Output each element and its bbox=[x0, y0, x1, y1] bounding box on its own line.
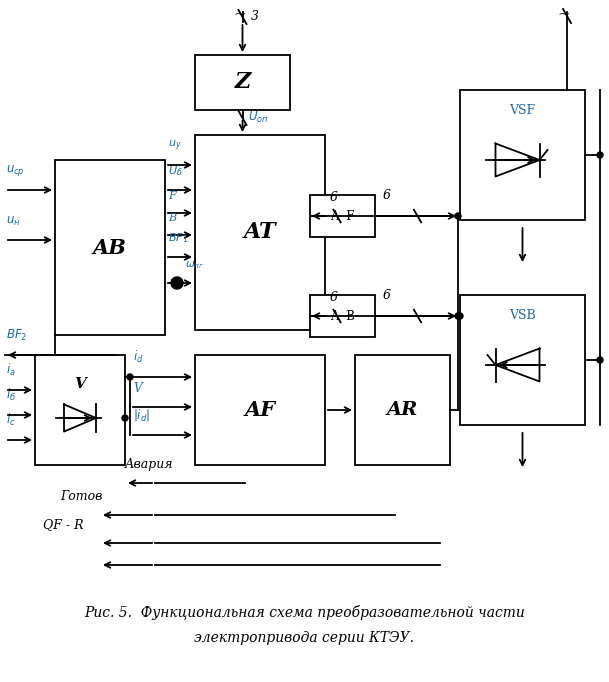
Text: 3: 3 bbox=[250, 10, 258, 23]
Bar bbox=[355, 355, 450, 465]
Text: QF - R: QF - R bbox=[43, 518, 83, 531]
Circle shape bbox=[597, 357, 603, 363]
Bar bbox=[460, 90, 585, 220]
Text: $i_б$: $i_б$ bbox=[6, 387, 16, 403]
Text: 6: 6 bbox=[330, 291, 338, 304]
Text: Готов: Готов bbox=[60, 490, 102, 503]
Text: AR: AR bbox=[387, 401, 418, 419]
Text: Авария: Авария bbox=[125, 458, 174, 471]
Text: $U_{оп}$: $U_{оп}$ bbox=[247, 110, 268, 125]
Bar bbox=[310, 195, 375, 237]
Text: F: F bbox=[168, 191, 176, 201]
Bar bbox=[310, 295, 375, 337]
Text: $i_d$: $i_d$ bbox=[133, 349, 144, 365]
Text: AF: AF bbox=[244, 400, 275, 420]
Circle shape bbox=[457, 313, 463, 319]
Text: Z: Z bbox=[234, 72, 251, 93]
Text: B: B bbox=[168, 213, 176, 223]
Text: VSB: VSB bbox=[509, 309, 536, 322]
Text: AB: AB bbox=[93, 237, 127, 258]
Bar bbox=[35, 355, 125, 465]
Circle shape bbox=[127, 374, 133, 380]
Text: $u_н$: $u_н$ bbox=[6, 215, 21, 228]
Circle shape bbox=[455, 313, 461, 319]
Text: $BF_1$: $BF_1$ bbox=[168, 231, 188, 245]
Text: 6: 6 bbox=[330, 191, 338, 204]
Text: Рис. 5.  Функциональная схема преобразовательной части: Рис. 5. Функциональная схема преобразова… bbox=[84, 605, 525, 620]
Bar bbox=[195, 135, 325, 330]
Bar bbox=[195, 355, 325, 465]
Text: $u_{ср}$: $u_{ср}$ bbox=[6, 163, 25, 178]
Text: $|i_d|$: $|i_d|$ bbox=[133, 407, 150, 423]
Text: A- B: A- B bbox=[330, 310, 355, 323]
Text: 6: 6 bbox=[383, 289, 391, 302]
Circle shape bbox=[455, 213, 461, 219]
Bar bbox=[195, 55, 290, 110]
Text: A- F: A- F bbox=[330, 209, 355, 222]
Text: электропривода серии КТЭУ.: электропривода серии КТЭУ. bbox=[194, 631, 415, 645]
Text: ~: ~ bbox=[233, 8, 246, 22]
Text: ~: ~ bbox=[558, 8, 571, 22]
Text: VSF: VSF bbox=[510, 104, 535, 117]
Circle shape bbox=[122, 415, 128, 421]
Text: 6: 6 bbox=[383, 189, 391, 202]
Text: $i_c$: $i_c$ bbox=[6, 412, 16, 428]
Circle shape bbox=[171, 277, 183, 289]
Bar bbox=[55, 160, 165, 335]
Text: $BF_2$: $BF_2$ bbox=[6, 328, 27, 343]
Text: V: V bbox=[133, 382, 141, 395]
Text: AT: AT bbox=[244, 222, 276, 243]
Text: $i_а$: $i_а$ bbox=[6, 362, 16, 378]
Text: $u_y$: $u_y$ bbox=[168, 138, 181, 153]
Text: V: V bbox=[74, 377, 86, 391]
Text: $\omega_{пг}$: $\omega_{пг}$ bbox=[185, 259, 204, 271]
Text: $U_б$: $U_б$ bbox=[168, 164, 183, 178]
Bar bbox=[460, 295, 585, 425]
Circle shape bbox=[597, 152, 603, 158]
